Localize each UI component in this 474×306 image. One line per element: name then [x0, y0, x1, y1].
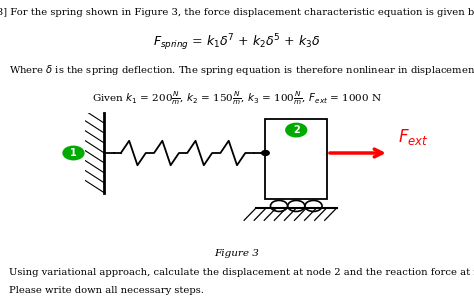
- Text: $F_{ext}$: $F_{ext}$: [398, 127, 428, 147]
- Circle shape: [286, 123, 307, 137]
- Text: Where $\delta$ is the spring deflection. The spring equation is therefore nonlin: Where $\delta$ is the spring deflection.…: [9, 63, 474, 77]
- Circle shape: [63, 146, 84, 160]
- Text: Given $k_1$ = 200$\frac{N}{m}$, $k_2$ = 150$\frac{N}{m}$, $k_3$ = 100$\frac{N}{m: Given $k_1$ = 200$\frac{N}{m}$, $k_2$ = …: [92, 90, 382, 107]
- Text: Using variational approach, calculate the displacement at node 2 and the reactio: Using variational approach, calculate th…: [9, 268, 474, 277]
- Bar: [265, 119, 327, 199]
- Text: $F_{spring}$ = $k_1\delta^7$ + $k_2\delta^5$ + $k_3\delta$: $F_{spring}$ = $k_1\delta^7$ + $k_2\delt…: [153, 32, 321, 53]
- Text: Please write down all necessary steps.: Please write down all necessary steps.: [9, 286, 204, 295]
- Circle shape: [262, 151, 269, 155]
- Text: [3] For the spring shown in Figure 3, the force displacement characteristic equa: [3] For the spring shown in Figure 3, th…: [0, 8, 474, 17]
- Text: Figure 3: Figure 3: [215, 249, 259, 258]
- Text: 1: 1: [70, 148, 77, 158]
- Text: 2: 2: [293, 125, 300, 135]
